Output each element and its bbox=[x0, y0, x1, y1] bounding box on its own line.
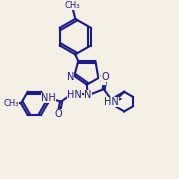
Text: HN: HN bbox=[67, 90, 82, 100]
Text: O: O bbox=[101, 71, 109, 81]
Text: CH₃: CH₃ bbox=[65, 1, 80, 10]
Text: O: O bbox=[55, 109, 62, 119]
Text: NH: NH bbox=[41, 93, 56, 103]
Text: CH₃: CH₃ bbox=[3, 99, 19, 108]
Text: S: S bbox=[99, 74, 105, 84]
Text: HN: HN bbox=[104, 97, 119, 107]
Text: N: N bbox=[67, 72, 74, 82]
Text: N: N bbox=[84, 90, 92, 100]
